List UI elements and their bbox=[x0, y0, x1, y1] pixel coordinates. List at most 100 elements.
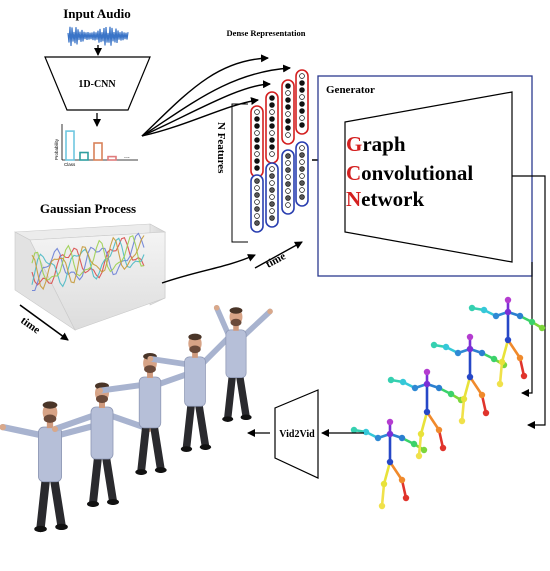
person-left-arm bbox=[0, 423, 46, 439]
skeleton-joint bbox=[460, 395, 468, 403]
vid2vid-block: Vid2Vid bbox=[247, 389, 364, 479]
skeleton-joint bbox=[504, 308, 512, 316]
person-render-2 bbox=[52, 382, 152, 507]
feature-dot bbox=[299, 187, 305, 193]
person-render-5 bbox=[213, 304, 273, 422]
skeleton-bone bbox=[388, 460, 404, 482]
feature-dot bbox=[285, 125, 291, 131]
person-left-shoe bbox=[34, 525, 47, 533]
feature-arrow-1 bbox=[141, 54, 269, 137]
feature-dot bbox=[254, 130, 260, 136]
person-neck bbox=[192, 351, 198, 358]
skeleton-joint bbox=[468, 304, 476, 312]
person-right-shoe bbox=[240, 414, 252, 420]
feature-dot bbox=[254, 158, 260, 164]
skeleton-joint bbox=[482, 409, 490, 417]
person-render-4 bbox=[147, 333, 234, 452]
person-left-leg bbox=[36, 475, 50, 533]
skeleton-bone bbox=[460, 397, 466, 423]
skeleton-bone bbox=[425, 410, 441, 432]
person-right-leg bbox=[150, 422, 165, 474]
person-right-shoe bbox=[55, 523, 68, 530]
gcn-line-3: Network bbox=[346, 187, 424, 211]
skeleton-bone bbox=[417, 432, 423, 458]
feature-dot bbox=[254, 123, 260, 129]
feature-dot bbox=[269, 144, 275, 150]
person-right-arm bbox=[198, 333, 234, 368]
skeleton-joint bbox=[417, 430, 425, 438]
gcn-rest-1: raph bbox=[362, 132, 406, 156]
feature-dot bbox=[285, 181, 291, 187]
gcn-rest-3: etwork bbox=[361, 187, 424, 211]
generator-block: Generator Graph Convolutional Network bbox=[317, 75, 546, 429]
skeleton-joint bbox=[398, 434, 406, 442]
feature-dot bbox=[285, 97, 291, 103]
gaussian-process-title: Gaussian Process bbox=[40, 201, 136, 216]
generated-person-renders bbox=[0, 304, 273, 533]
features-label: N Features bbox=[215, 122, 227, 174]
skeleton-joint bbox=[447, 390, 455, 398]
skeleton-joint bbox=[478, 349, 486, 357]
person-shirt bbox=[90, 406, 114, 460]
feature-dot bbox=[254, 220, 260, 226]
skeleton-bone bbox=[380, 482, 386, 508]
audio-feature-arrows bbox=[141, 54, 291, 137]
skeleton-joint bbox=[423, 380, 431, 388]
dense-time-label: time bbox=[264, 250, 288, 270]
feature-dot bbox=[299, 180, 305, 186]
feature-dot bbox=[269, 116, 275, 122]
skeleton-joint bbox=[480, 306, 488, 314]
input-audio-block: Input Audio 1D-CNN Probability Class ... bbox=[44, 6, 151, 167]
person-shirt bbox=[225, 329, 247, 379]
feature-dot bbox=[269, 137, 275, 143]
skeleton-bone bbox=[468, 375, 484, 397]
skeleton-joint bbox=[516, 354, 524, 362]
feature-dot bbox=[299, 101, 305, 107]
skeleton-joint bbox=[362, 428, 370, 436]
probability-bar-2 bbox=[79, 151, 89, 161]
person-left-shoe bbox=[180, 446, 193, 452]
skeleton-joint bbox=[410, 440, 418, 448]
feature-dot bbox=[285, 202, 291, 208]
skeleton-joint bbox=[492, 312, 500, 320]
skeleton-joint bbox=[380, 480, 388, 488]
person-left-arm bbox=[52, 412, 98, 432]
skeleton-bone bbox=[498, 360, 504, 386]
person-left-leg bbox=[182, 400, 195, 452]
skeleton-joint bbox=[466, 333, 474, 341]
skeleton-joint bbox=[454, 349, 462, 357]
feature-dot bbox=[285, 118, 291, 124]
feature-dot bbox=[299, 166, 305, 172]
gcn-initial-g: G bbox=[346, 132, 362, 156]
gcn-rest-2: onvolutional bbox=[361, 161, 473, 185]
feature-dot bbox=[285, 167, 291, 173]
person-render-1 bbox=[0, 401, 101, 533]
feature-dot bbox=[254, 116, 260, 122]
skeleton-joint bbox=[423, 368, 431, 376]
skeleton-joint bbox=[423, 408, 431, 416]
person-shirt bbox=[138, 376, 162, 429]
person-left-arm bbox=[147, 355, 192, 368]
feature-dot bbox=[299, 173, 305, 179]
cnn-label: 1D-CNN bbox=[78, 79, 116, 90]
skeleton-joint bbox=[402, 494, 410, 502]
skeleton-pose-2 bbox=[387, 368, 465, 460]
person-left-arm bbox=[97, 381, 147, 394]
person-beard bbox=[43, 414, 57, 423]
skeleton-joint bbox=[442, 343, 450, 351]
dense-time-arrow bbox=[254, 241, 303, 269]
person-beard bbox=[144, 365, 156, 374]
person-right-leg bbox=[195, 400, 210, 451]
person-beard bbox=[96, 395, 108, 403]
skeleton-joint bbox=[528, 318, 536, 326]
feature-dot bbox=[285, 132, 291, 138]
waveform-icon bbox=[67, 26, 129, 47]
skeleton-joint bbox=[387, 376, 395, 384]
skeleton-joint bbox=[520, 372, 528, 380]
feature-dot bbox=[299, 87, 305, 93]
vid2vid-trapezoid bbox=[274, 389, 319, 479]
gp-curve-5 bbox=[31, 235, 145, 291]
feature-columns bbox=[250, 69, 309, 233]
person-right-arm bbox=[239, 308, 273, 340]
feature-dot bbox=[285, 111, 291, 117]
